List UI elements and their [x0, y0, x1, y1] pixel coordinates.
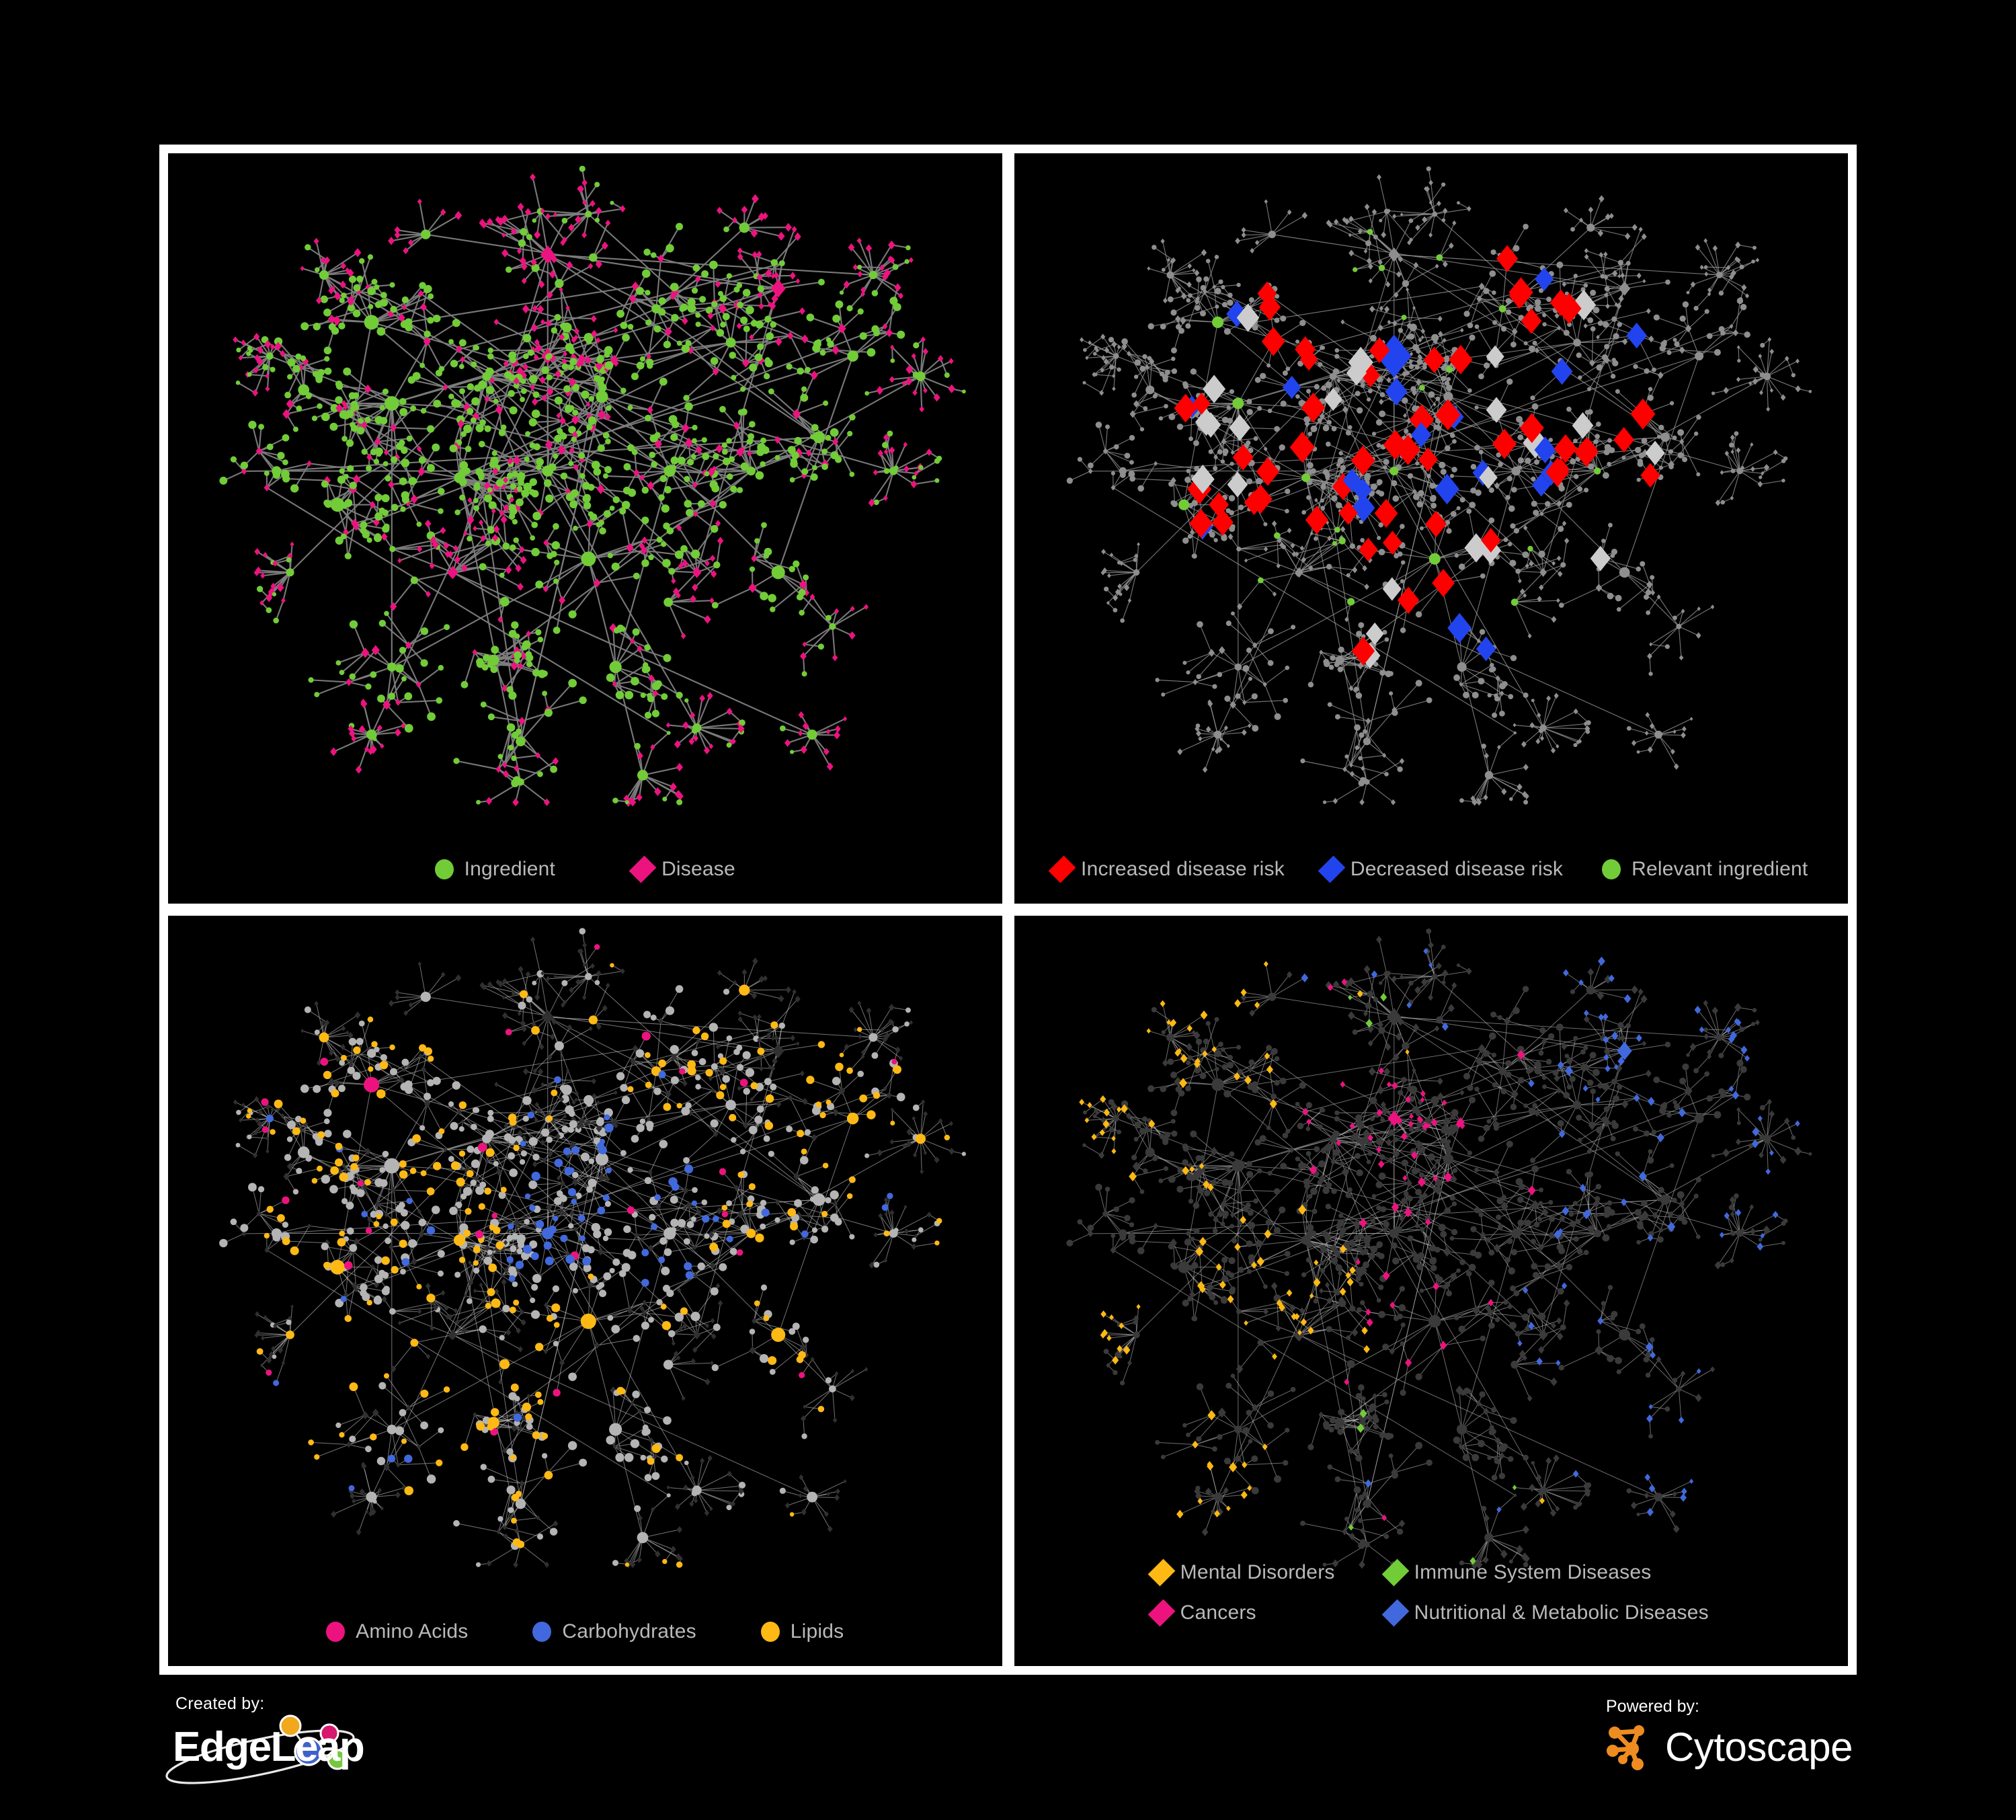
legend-item-carbohydrates: Carbohydrates [532, 1620, 696, 1643]
legend-ingredient-disease: Ingredient Disease [168, 855, 1002, 883]
legend-item-mental-disorders: Mental Disorders [1147, 1558, 1335, 1587]
amino-acids-circle-icon [326, 1622, 346, 1642]
network-canvas-ingredient-class [219, 928, 966, 1569]
disease-diamond-icon [629, 855, 657, 883]
legend-item-immune-system-diseases: Immune System Diseases [1381, 1558, 1709, 1587]
nutritional-metabolic-diamond-icon [1381, 1599, 1409, 1627]
legend-disease-class: Mental Disorders Immune System Diseases … [1014, 1558, 1849, 1627]
mental-disorders-diamond-icon [1147, 1558, 1176, 1587]
legend-label: Increased disease risk [1081, 858, 1285, 880]
legend-label: Relevant ingredient [1631, 858, 1808, 880]
panel-ingredient-class[interactable]: Amino Acids Carbohydrates Lipids [168, 916, 1002, 1666]
panel-ingredient-disease[interactable]: Ingredient Disease [168, 153, 1002, 904]
powered-by-block: Powered by: [1603, 1697, 1853, 1774]
network-canvas-ingredient-disease [219, 165, 966, 807]
legend-label: Cancers [1180, 1601, 1256, 1624]
legend-label: Nutritional & Metabolic Diseases [1414, 1601, 1709, 1624]
legend-item-amino-acids: Amino Acids [326, 1620, 468, 1643]
legend-disease-risk: Increased disease risk Decreased disease… [1014, 855, 1849, 883]
relevant-ingredient-circle-icon [1602, 859, 1621, 879]
figure-footer: Created by: EdgeLeap Powered by: [159, 1688, 1857, 1815]
legend-label: Mental Disorders [1180, 1561, 1335, 1583]
legend-item-relevant-ingredient: Relevant ingredient [1602, 858, 1808, 881]
legend-label: Lipids [790, 1620, 844, 1643]
network-canvas-disease-class [1065, 928, 1812, 1569]
legend-item-disease: Disease [629, 855, 735, 883]
cancers-diamond-icon [1147, 1599, 1176, 1627]
panel-disease-class[interactable]: Mental Disorders Immune System Diseases … [1014, 916, 1849, 1666]
legend-item-increased-risk: Increased disease risk [1048, 855, 1285, 883]
panel-grid: Ingredient Disease Increased disease ris… [159, 145, 1857, 1675]
edgeleap-wordmark: EdgeLeap [173, 1724, 365, 1770]
cytoscape-wordmark: Cytoscape [1665, 1724, 1853, 1770]
edgeleap-mark-icon [165, 1714, 355, 1784]
legend-item-cancers: Cancers [1147, 1599, 1335, 1627]
carbohydrates-circle-icon [532, 1622, 552, 1642]
legend-item-nutritional-metabolic: Nutritional & Metabolic Diseases [1381, 1599, 1709, 1627]
cytoscape-mark-icon [1607, 1725, 1645, 1770]
cytoscape-logo[interactable]: Cytoscape [1603, 1719, 1853, 1774]
legend-item-ingredient: Ingredient [434, 858, 556, 881]
legend-label: Immune System Diseases [1414, 1561, 1652, 1583]
legend-item-lipids: Lipids [760, 1620, 844, 1643]
powered-by-label: Powered by: [1606, 1697, 1699, 1716]
legend-label: Ingredient [464, 858, 556, 880]
immune-system-diamond-icon [1381, 1558, 1409, 1587]
legend-label: Decreased disease risk [1350, 858, 1564, 880]
legend-item-decreased-risk: Decreased disease risk [1318, 855, 1564, 883]
panel-disease-risk[interactable]: Increased disease risk Decreased disease… [1014, 153, 1849, 904]
created-by-block: Created by: EdgeLeap [159, 1694, 448, 1784]
decreased-risk-diamond-icon [1318, 855, 1346, 883]
ingredient-circle-icon [434, 859, 454, 879]
lipids-circle-icon [760, 1622, 780, 1642]
increased-risk-diamond-icon [1048, 855, 1076, 883]
legend-label: Amino Acids [356, 1620, 469, 1643]
legend-label: Disease [661, 858, 735, 880]
legend-ingredient-class: Amino Acids Carbohydrates Lipids [168, 1620, 1002, 1643]
created-by-label: Created by: [175, 1694, 265, 1713]
network-canvas-disease-risk [1066, 166, 1812, 806]
legend-label: Carbohydrates [562, 1620, 696, 1643]
edgeleap-logo[interactable]: EdgeLeap [159, 1714, 448, 1784]
